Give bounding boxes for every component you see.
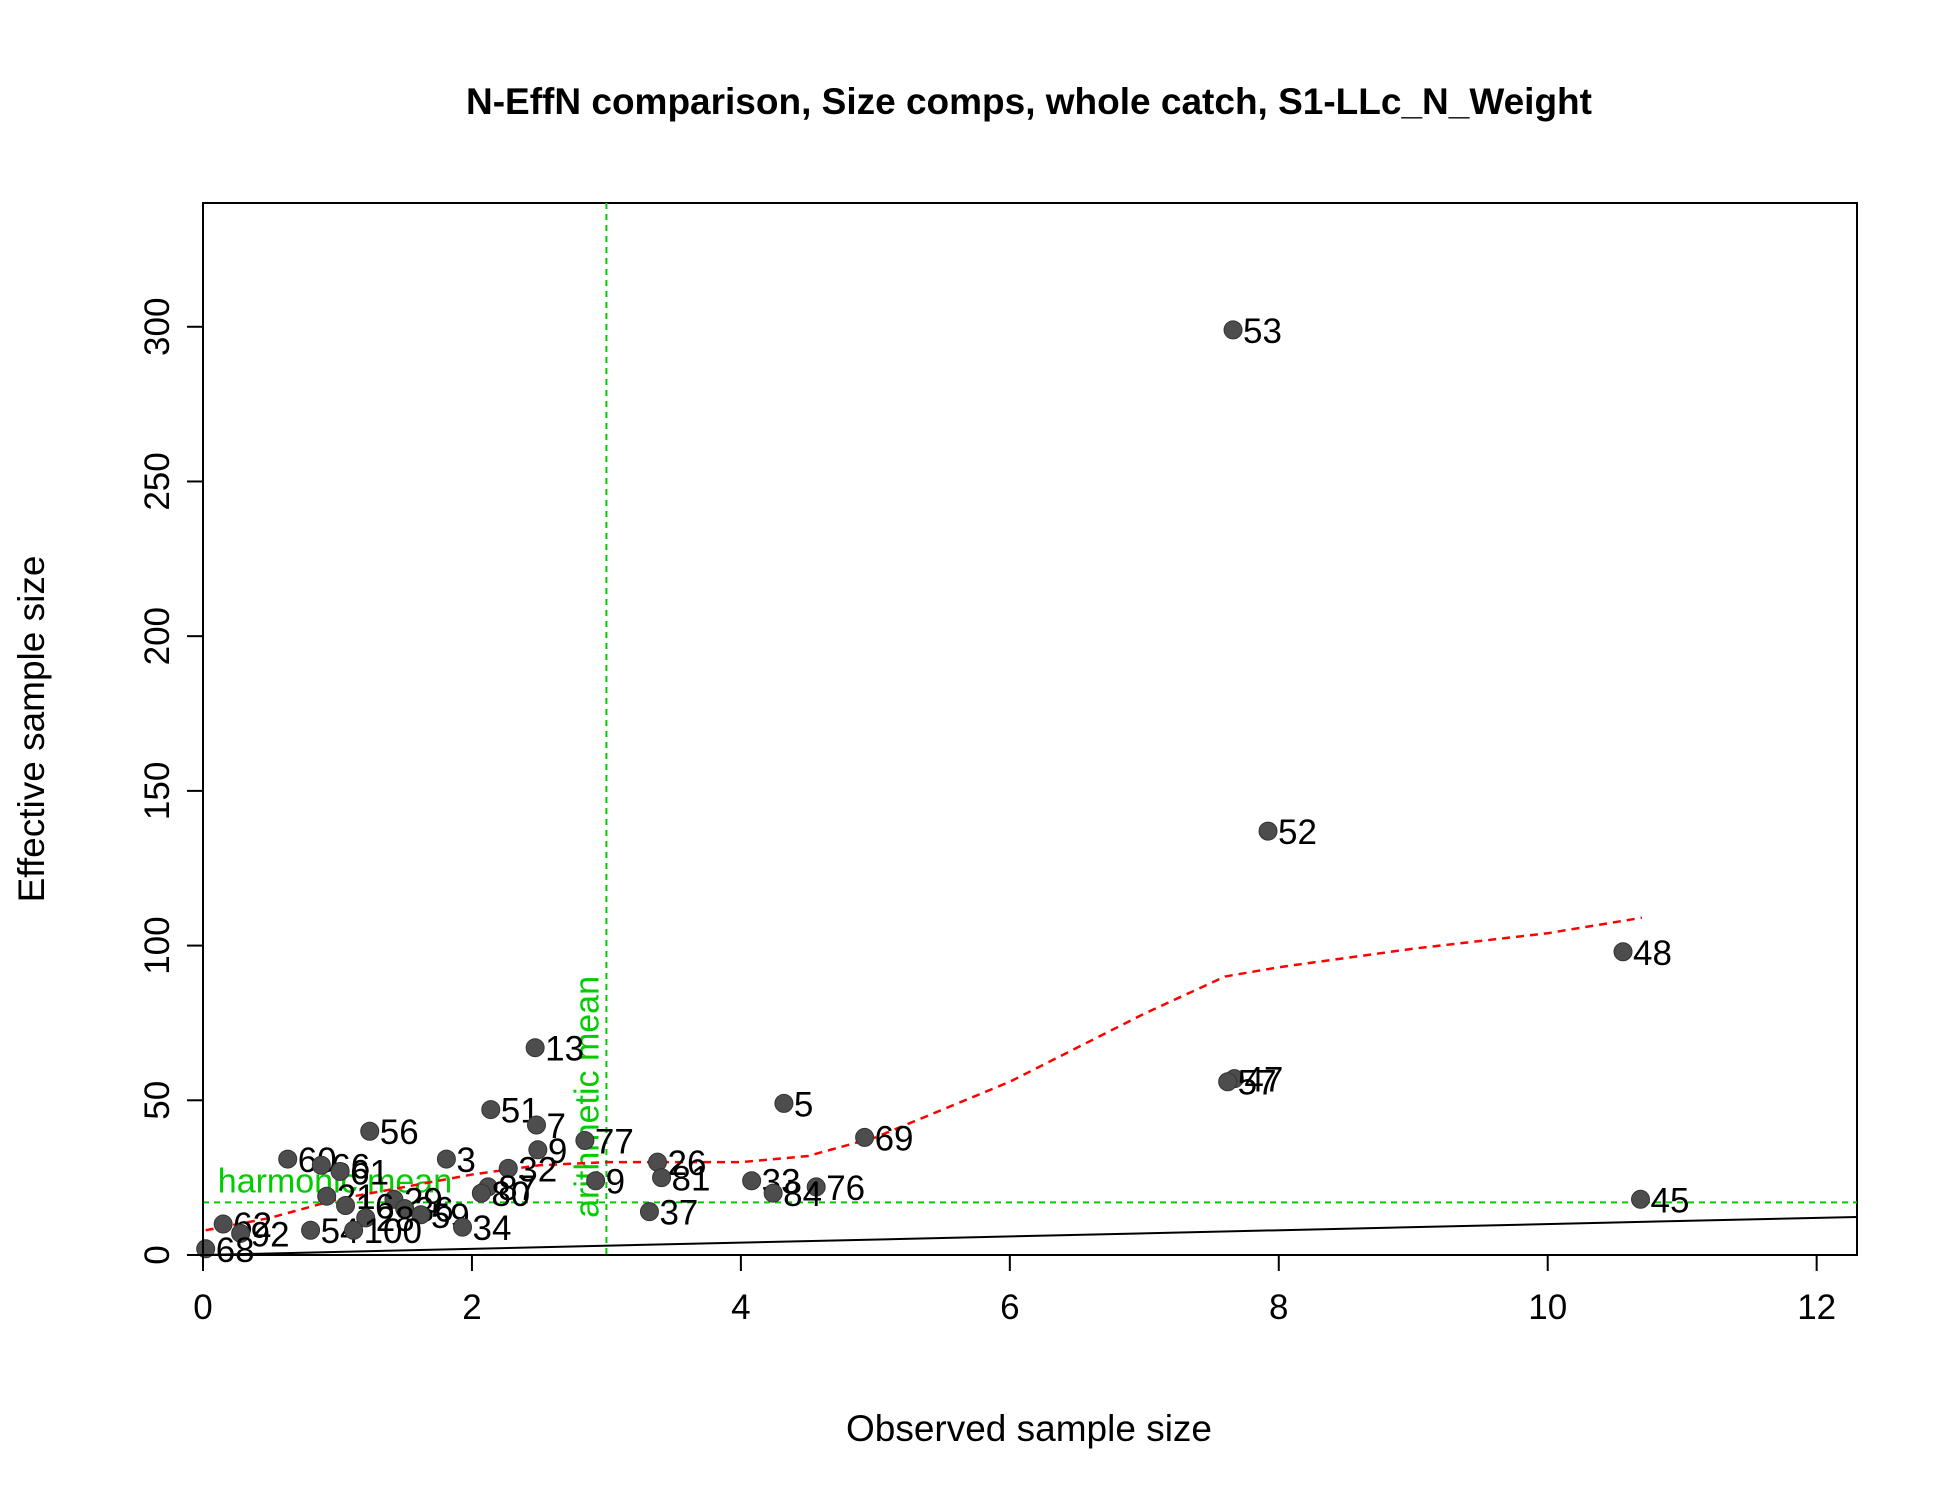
point-label: 68 (216, 1231, 255, 1270)
data-point (1613, 942, 1633, 962)
x-axis: 0 2 4 6 8 10 12 (193, 1254, 1836, 1327)
point-label: 100 (364, 1212, 422, 1251)
data-point (1631, 1189, 1651, 1209)
point-label: 57 (1238, 1064, 1277, 1103)
data-point (344, 1220, 364, 1240)
data-point (652, 1168, 672, 1188)
data-point (528, 1140, 548, 1160)
data-point (471, 1183, 491, 1203)
point-label: 47 (1244, 1061, 1283, 1100)
point-label: 34 (473, 1209, 512, 1248)
fit-lines (202, 916, 1858, 1256)
data-point (639, 1202, 659, 1222)
point-label: 77 (595, 1123, 634, 1162)
data-point (526, 1115, 546, 1135)
point-label: 48 (1633, 934, 1672, 973)
data-point (774, 1093, 794, 1113)
x-axis-label: Observed sample size (846, 1408, 1212, 1449)
one-to-one-line (202, 1215, 1858, 1256)
data-point (1223, 320, 1243, 340)
x-tick-label: 4 (731, 1288, 750, 1327)
data-point (336, 1195, 356, 1215)
y-tick-label: 0 (138, 1245, 177, 1264)
point-label: 69 (875, 1119, 914, 1158)
point-label: 13 (545, 1030, 584, 1069)
data-point (498, 1158, 518, 1178)
data-point (356, 1208, 376, 1228)
y-axis-label: Effective sample size (11, 556, 52, 903)
data-point (586, 1171, 606, 1191)
point-label: 84 (783, 1175, 822, 1214)
y-tick-label: 300 (138, 298, 177, 356)
y-tick-label: 100 (138, 916, 177, 974)
point-label: 61 (350, 1153, 389, 1192)
chart-title: N-EffN comparison, Size comps, whole cat… (466, 81, 1592, 122)
point-label: 80 (491, 1175, 530, 1214)
x-tick-label: 12 (1797, 1288, 1836, 1327)
data-point (806, 1177, 826, 1197)
y-axis: 0 50 100 150 200 250 300 (138, 298, 204, 1265)
reference-lines: harmonic mean arithmetic mean (203, 203, 1857, 1255)
data-point (763, 1183, 783, 1203)
point-label: 45 (1651, 1181, 1690, 1220)
data-point (453, 1217, 473, 1237)
point-label: 7 (546, 1107, 565, 1146)
x-tick-label: 0 (193, 1288, 212, 1327)
point-label: 26 (668, 1144, 707, 1183)
data-point (330, 1161, 350, 1181)
point-label: 52 (1278, 813, 1317, 852)
point-label: 53 (1243, 312, 1282, 351)
point-label: 92 (251, 1215, 290, 1254)
data-points: 5352481355147577566977936066263281619337… (196, 312, 1690, 1270)
x-tick-label: 8 (1269, 1288, 1288, 1327)
data-point (1258, 821, 1278, 841)
point-label: 81 (672, 1160, 711, 1199)
smoother-line (205, 916, 1643, 1232)
y-tick-label: 200 (138, 607, 177, 665)
data-point (213, 1214, 233, 1234)
point-label: 9 (548, 1132, 567, 1171)
point-label: 56 (380, 1113, 419, 1152)
plot-frame (202, 202, 1858, 1256)
data-point (742, 1171, 762, 1191)
data-point (481, 1100, 501, 1120)
data-point (525, 1038, 545, 1058)
y-tick-label: 250 (138, 452, 177, 510)
data-point (575, 1131, 595, 1151)
point-label: 9 (606, 1163, 625, 1202)
point-label: 37 (659, 1194, 698, 1233)
point-label: 76 (826, 1169, 865, 1208)
data-point (278, 1149, 298, 1169)
data-point (436, 1149, 456, 1169)
data-point (1218, 1072, 1238, 1092)
data-point (301, 1220, 321, 1240)
data-point (317, 1186, 337, 1206)
data-point (311, 1155, 331, 1175)
data-point (231, 1223, 251, 1243)
point-label: 3 (456, 1141, 475, 1180)
data-point (411, 1205, 431, 1225)
x-tick-label: 10 (1528, 1288, 1567, 1327)
x-tick-label: 6 (1000, 1288, 1019, 1327)
point-label: 5 (794, 1085, 813, 1124)
data-point (196, 1239, 216, 1259)
point-label: 28 (376, 1200, 415, 1239)
y-tick-label: 50 (138, 1081, 177, 1120)
x-tick-label: 2 (462, 1288, 481, 1327)
y-tick-label: 150 (138, 762, 177, 820)
data-point (855, 1127, 875, 1147)
point-label: 32 (518, 1150, 557, 1189)
data-point (360, 1121, 380, 1141)
point-label: 87 (498, 1169, 537, 1208)
